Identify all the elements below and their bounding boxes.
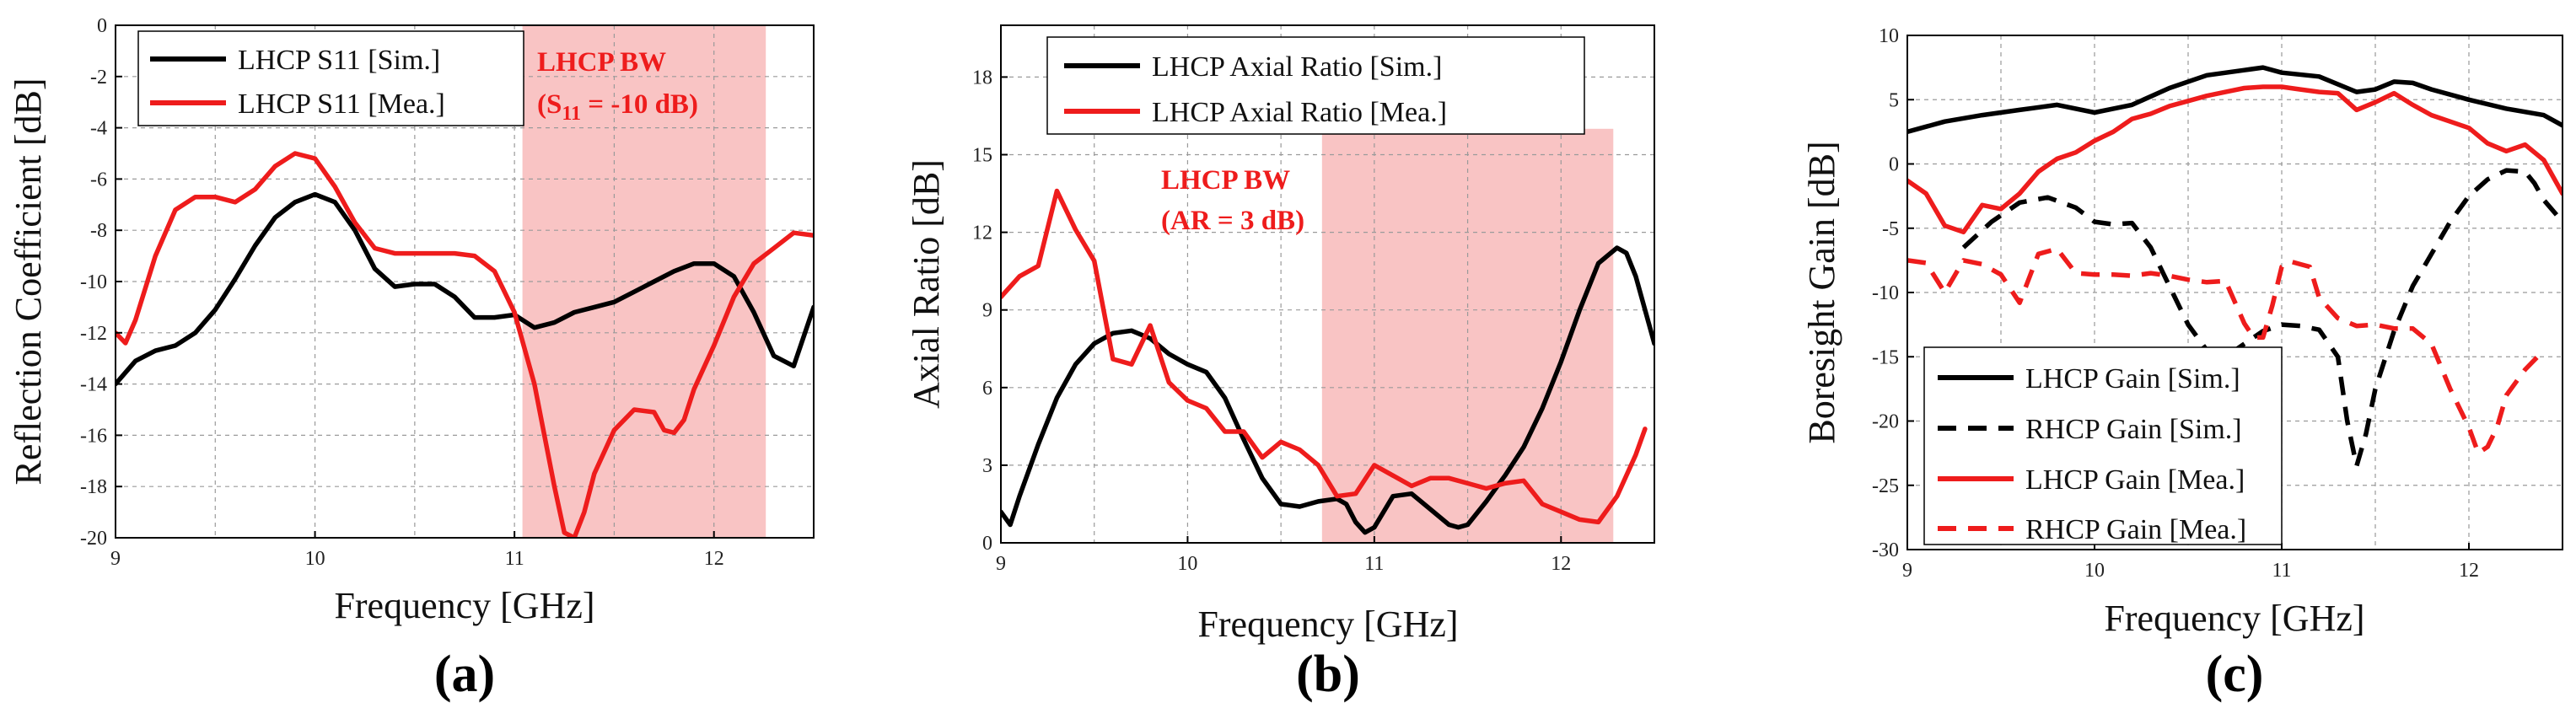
x-tick-label: 10 [305, 548, 325, 570]
y-tick-label: 3 [982, 455, 992, 477]
gridlines [1907, 35, 2563, 550]
series-layer [116, 151, 814, 538]
y-tick-label: 10 [1879, 25, 1899, 47]
y-tick-label: 9 [982, 300, 992, 322]
series-line-1 [1907, 65, 2563, 135]
xlabel: Frequency [GHz] [334, 585, 594, 626]
y-tick-label: -30 [1872, 539, 1899, 561]
caption: (c) [2206, 646, 2264, 703]
y-tick-label: -4 [90, 118, 107, 140]
legend-label-rhcp-sim: RHCP Gain [Sim.] [2025, 414, 2242, 445]
y-tick-label: 5 [1889, 89, 1899, 111]
annotation-prefix: (S [537, 89, 562, 120]
xlabel: Frequency [GHz] [1197, 604, 1458, 645]
x-tick-label: 12 [2459, 560, 2479, 582]
legend-label-lhcp-sim: LHCP Gain [Sim.] [2025, 363, 2240, 394]
y-tick-label: -16 [80, 425, 107, 447]
ylabel: Reflection Coefficient [dB] [8, 78, 49, 485]
annotation: LHCP BW (AR = 3 dB) [1161, 165, 1304, 236]
y-tick-label: 0 [1889, 154, 1899, 176]
legend-box [137, 30, 524, 126]
y-tick-label: -25 [1872, 475, 1899, 497]
series-layer [1001, 188, 1654, 535]
y-tick-label: 0 [982, 533, 992, 555]
tick-labels: 9 10 11 12 0 -2 -4 -6 -8 -10 -12 -14 -16 -18 -20 [80, 15, 724, 570]
plot-frame [1000, 24, 1655, 544]
y-tick-label: -15 [1872, 346, 1899, 368]
annotation-line-1: LHCP BW [1161, 165, 1290, 196]
panel-b-axial-ratio: 9 10 11 12 0 3 6 9 12 15 18 Axial Ratio [dB] Frequ… [906, 24, 1655, 703]
y-tick-label: 15 [972, 145, 992, 167]
y-tick-label: -12 [80, 323, 107, 345]
annotation-line-2: (S11 = -10 dB) [537, 89, 698, 125]
tick-labels: 9 10 11 12 10 5 0 -5 -10 -15 -20 -25 -30 [1872, 25, 2479, 582]
series-line-1 [116, 191, 814, 387]
x-tick-label: 11 [2272, 560, 2291, 582]
x-tick-label: 11 [1364, 553, 1384, 575]
legend-label-rhcp-mea: RHCP Gain [Mea.] [2025, 514, 2246, 545]
x-tick-label: 10 [2084, 560, 2105, 582]
caption: (b) [1296, 646, 1360, 703]
y-tick-label: 12 [972, 223, 992, 244]
ylabel: Axial Ratio [dB] [906, 159, 947, 409]
series-line-2 [116, 151, 814, 538]
xlabel: Frequency [GHz] [2104, 598, 2364, 639]
legend: LHCP S11 [Sim.] LHCP S11 [Mea.] [137, 30, 524, 126]
y-tick-label: 18 [972, 67, 992, 89]
series-line-3 [1907, 84, 2563, 235]
y-tick-label: -2 [90, 67, 107, 89]
legend-label-lhcp-mea: LHCP Gain [Mea.] [2025, 464, 2245, 496]
y-tick-label: -20 [80, 528, 107, 550]
legend-label-sim: LHCP S11 [Sim.] [238, 45, 440, 76]
y-tick-label: -8 [90, 220, 107, 242]
x-tick-label: 11 [505, 548, 524, 570]
annotation: LHCP BW (S11 = -10 dB) [537, 47, 698, 125]
legend-box [1046, 36, 1585, 135]
annotation-line-1: LHCP BW [537, 47, 666, 78]
series-layer [1907, 65, 2563, 469]
x-tick-label: 10 [1177, 553, 1197, 575]
x-tick-label: 9 [996, 553, 1006, 575]
annotation-suffix: = -10 dB) [581, 89, 698, 120]
x-tick-label: 12 [1551, 553, 1571, 575]
x-tick-label: 12 [704, 548, 724, 570]
annotation-line-2: (AR = 3 dB) [1161, 206, 1304, 236]
annotation-subscript: 11 [562, 103, 581, 125]
legend: LHCP Axial Ratio [Sim.] LHCP Axial Ratio… [1046, 36, 1585, 135]
y-tick-label: 6 [982, 378, 992, 400]
legend-label-mea: LHCP S11 [Mea.] [238, 89, 445, 120]
series-line-4 [1907, 246, 2546, 456]
y-tick-label: -10 [1872, 282, 1899, 304]
y-tick-label: -14 [80, 374, 107, 396]
y-tick-label: -20 [1872, 411, 1899, 433]
y-tick-label: -6 [90, 169, 107, 190]
y-tick-label: -18 [80, 476, 107, 498]
y-tick-label: -5 [1882, 218, 1899, 240]
tick-labels: 9 10 11 12 0 3 6 9 12 15 18 [972, 67, 1571, 575]
legend-label-sim: LHCP Axial Ratio [Sim.] [1152, 51, 1442, 83]
x-tick-label: 9 [1902, 560, 1912, 582]
legend-label-mea: LHCP Axial Ratio [Mea.] [1152, 97, 1447, 128]
panel-c-boresight-gain: 9 10 11 12 10 5 0 -5 -10 -15 -20 -25 -30 Boresight G… [1801, 25, 2563, 703]
x-tick-label: 9 [110, 548, 121, 570]
y-tick-label: -10 [80, 271, 107, 293]
series-line-2 [1001, 188, 1648, 525]
ylabel: Boresight Gain [dB] [1801, 141, 1842, 443]
panel-a-reflection-coefficient: 9 10 11 12 0 -2 -4 -6 -8 -10 -12 -14 -16 -18 -20 Refle… [8, 15, 815, 703]
series-line-2 [1961, 168, 2563, 469]
caption: (a) [434, 646, 495, 703]
y-tick-label: 0 [97, 15, 107, 37]
legend: LHCP Gain [Sim.] RHCP Gain [Sim.] LHCP G… [1923, 346, 2283, 545]
